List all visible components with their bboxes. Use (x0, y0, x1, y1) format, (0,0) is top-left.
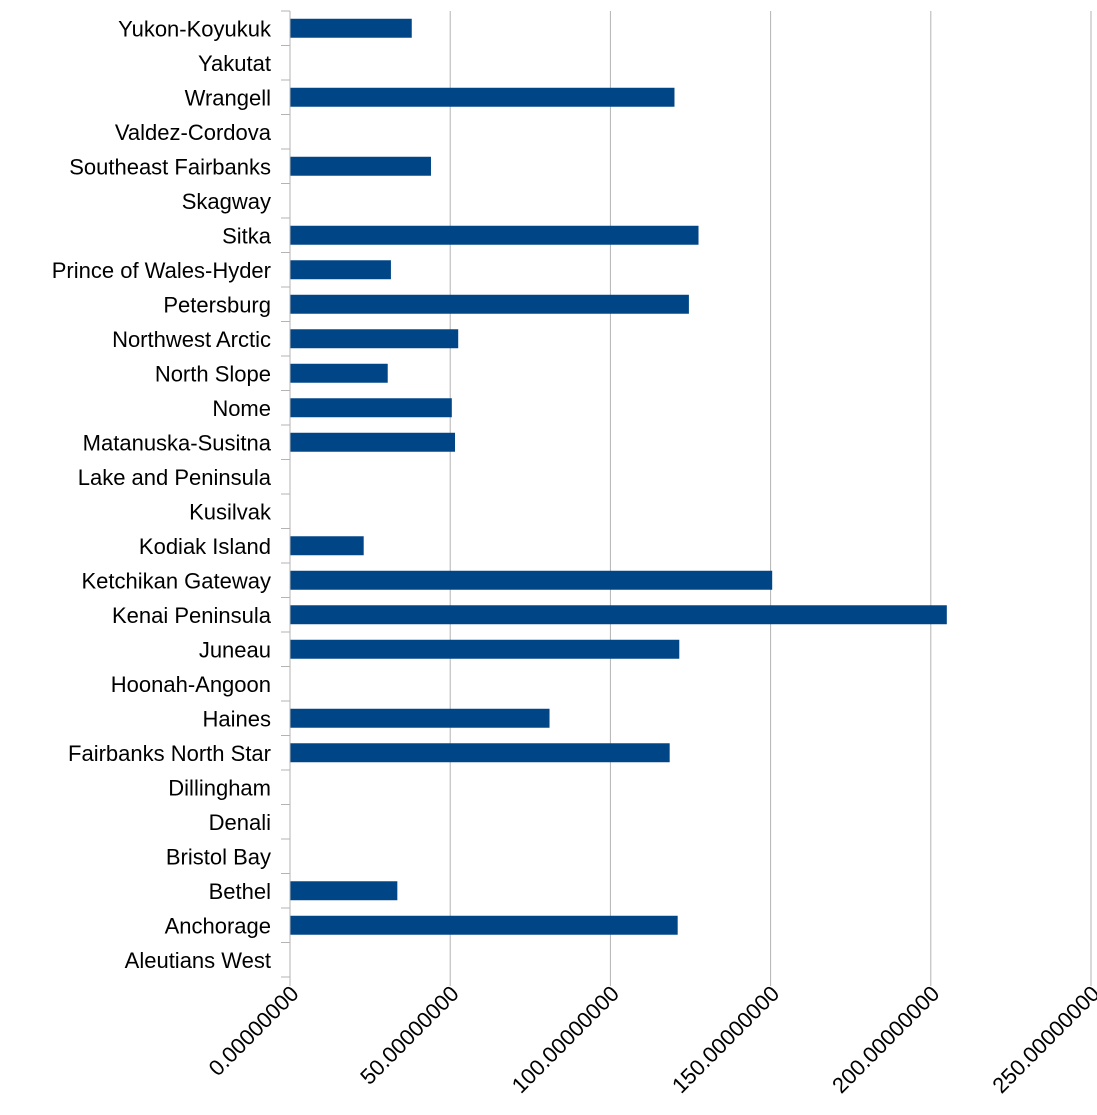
bar-yukon-koyukuk (290, 18, 412, 38)
category-label-haines: Haines (203, 706, 271, 731)
category-label-wrangell: Wrangell (185, 85, 271, 110)
x-tick-label-0: 0.00000000 (204, 981, 304, 1081)
category-label-kenai-peninsula: Kenai Peninsula (112, 603, 272, 628)
category-label-anchorage: Anchorage (165, 913, 271, 938)
x-tick-label-150: 150.00000000 (667, 981, 784, 1098)
bar-nome (290, 398, 452, 418)
bar-prince-of-wales-hyder (290, 260, 391, 280)
bar-kenai-peninsula (290, 605, 947, 625)
bar-juneau (290, 639, 680, 659)
category-label-bethel: Bethel (209, 879, 271, 904)
bar-kodiak-island (290, 536, 364, 556)
category-label-skagway: Skagway (182, 189, 271, 214)
category-label-matanuska-susitna: Matanuska-Susitna (83, 430, 272, 455)
bar-fairbanks-north-star (290, 743, 670, 763)
category-label-denali: Denali (209, 810, 271, 835)
category-label-fairbanks-north-star: Fairbanks North Star (68, 741, 271, 766)
x-tick-label-250: 250.00000000 (987, 981, 1097, 1098)
grid-layer (449, 11, 1092, 977)
bar-southeast-fairbanks (290, 156, 431, 176)
bar-petersburg (290, 294, 689, 314)
bar-matanuska-susitna (290, 432, 456, 452)
bar-sitka (290, 225, 699, 245)
category-label-valdez-cordova: Valdez-Cordova (115, 120, 272, 145)
category-label-prince-of-wales-hyder: Prince of Wales-Hyder (52, 258, 271, 283)
category-label-ketchikan-gateway: Ketchikan Gateway (81, 568, 271, 593)
category-label-bristol-bay: Bristol Bay (166, 844, 271, 869)
category-label-dillingham: Dillingham (168, 775, 271, 800)
category-label-yakutat: Yakutat (198, 51, 271, 76)
category-label-southeast-fairbanks: Southeast Fairbanks (69, 154, 271, 179)
category-label-nome: Nome (212, 396, 271, 421)
category-label-hoonah-angoon: Hoonah-Angoon (111, 672, 271, 697)
bar-bethel (290, 881, 398, 901)
bar-ketchikan-gateway (290, 570, 773, 590)
axis-layer (281, 10, 1092, 986)
x-tick-label-200: 200.00000000 (827, 981, 944, 1098)
label-layer: 0.00000000 50.00000000 100.00000000 150.000… (52, 16, 1097, 1098)
category-label-sitka: Sitka (222, 223, 272, 248)
category-label-juneau: Juneau (199, 637, 271, 662)
category-label-petersburg: Petersburg (163, 292, 271, 317)
bar-wrangell (290, 87, 675, 107)
category-label-kusilvak: Kusilvak (189, 499, 272, 524)
category-label-kodiak-island: Kodiak Island (139, 534, 271, 559)
category-label-lake-and-peninsula: Lake and Peninsula (78, 465, 272, 490)
x-tick-label-50: 50.00000000 (355, 981, 464, 1090)
bar-haines (290, 708, 550, 728)
bar-north-slope (290, 363, 388, 383)
category-label-north-slope: North Slope (155, 361, 271, 386)
bar-northwest-arctic (290, 329, 459, 349)
category-label-yukon-koyukuk: Yukon-Koyukuk (118, 16, 272, 41)
category-label-northwest-arctic: Northwest Arctic (112, 327, 271, 352)
bar-layer (290, 18, 947, 935)
bar-anchorage (290, 915, 678, 935)
x-tick-label-100: 100.00000000 (507, 981, 624, 1098)
category-label-aleutians-west: Aleutians West (125, 948, 271, 973)
